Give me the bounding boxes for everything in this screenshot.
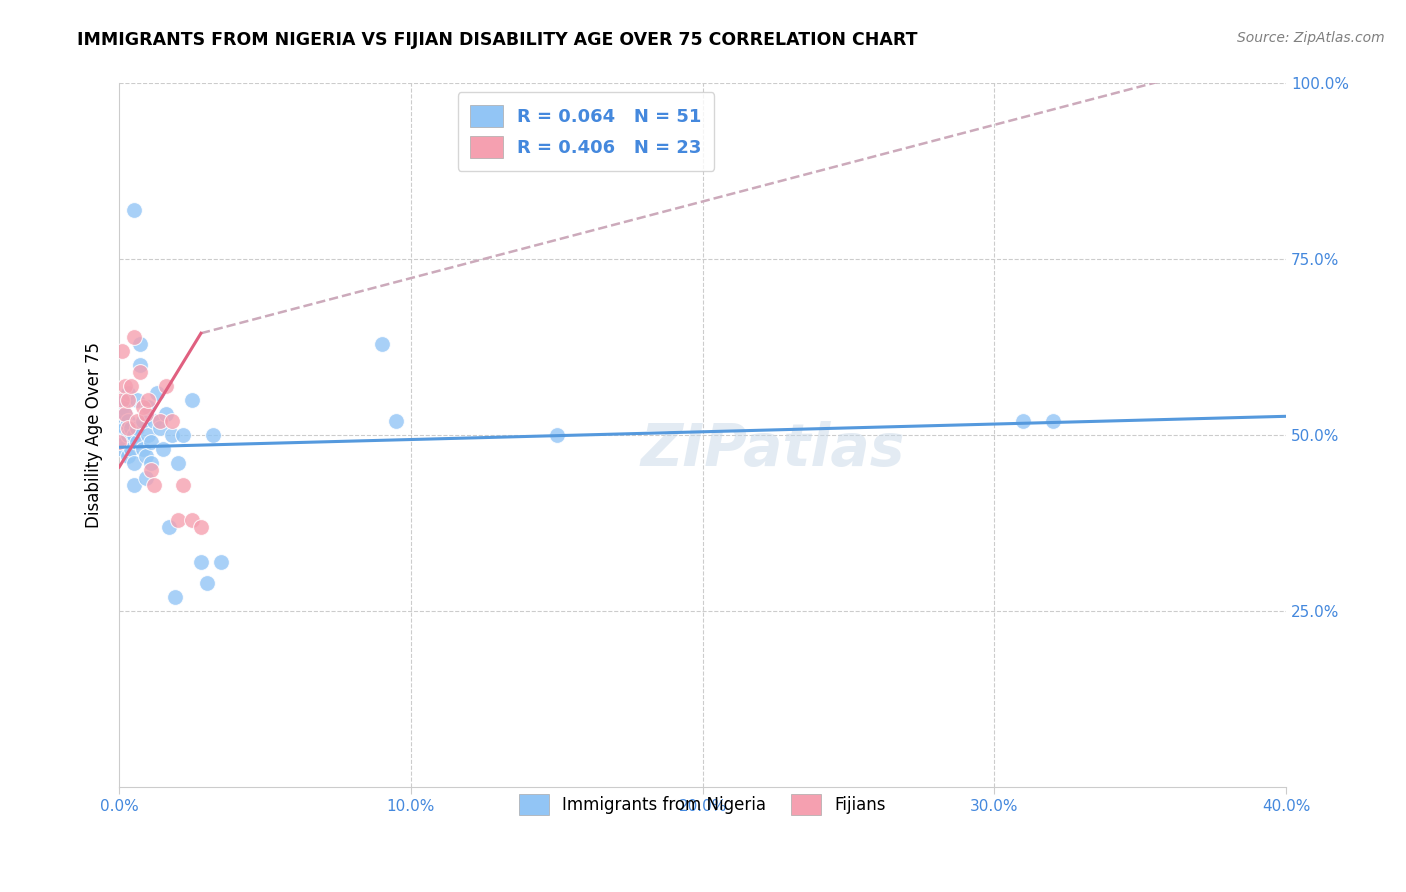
Point (111, 414, 134, 428)
Point (117, 450, 139, 464)
Point (181, 393, 204, 408)
Point (122, 203, 145, 218)
Point (149, 421, 172, 435)
Point (111, 400, 134, 414)
Point (195, 576, 218, 591)
Point (125, 421, 148, 435)
Point (114, 379, 136, 393)
Point (125, 393, 148, 408)
Point (120, 421, 142, 435)
Point (149, 414, 172, 428)
Point (122, 428, 145, 442)
Y-axis label: Disability Age Over 75: Disability Age Over 75 (86, 343, 103, 528)
Point (166, 513, 188, 527)
Point (114, 407, 136, 421)
Point (155, 379, 177, 393)
Point (111, 442, 134, 457)
Point (108, 428, 131, 442)
Point (160, 414, 183, 428)
Point (152, 442, 174, 457)
Point (1042, 414, 1064, 428)
Point (135, 470, 157, 484)
Text: Source: ZipAtlas.com: Source: ZipAtlas.com (1237, 31, 1385, 45)
Point (138, 400, 160, 414)
Legend: Immigrants from Nigeria, Fijians: Immigrants from Nigeria, Fijians (509, 784, 896, 824)
Point (111, 393, 134, 408)
Point (172, 477, 194, 491)
Point (114, 393, 136, 408)
Point (131, 400, 153, 414)
Point (120, 379, 142, 393)
Point (114, 421, 136, 435)
Point (141, 457, 163, 471)
Point (163, 590, 186, 604)
Point (157, 520, 180, 534)
Point (190, 520, 212, 534)
Point (209, 555, 232, 569)
Point (111, 343, 134, 358)
Point (190, 555, 212, 569)
Point (141, 435, 163, 450)
Point (160, 428, 183, 442)
Point (1012, 414, 1035, 428)
Point (120, 442, 142, 457)
Point (108, 435, 131, 450)
Point (141, 463, 163, 477)
Point (125, 414, 148, 428)
Point (117, 421, 139, 435)
Point (135, 407, 157, 421)
Point (138, 393, 160, 408)
Point (385, 414, 408, 428)
Point (117, 414, 139, 428)
Point (166, 457, 188, 471)
Point (128, 365, 150, 379)
Point (114, 407, 136, 421)
Point (114, 435, 136, 450)
Point (117, 393, 139, 408)
Point (131, 442, 153, 457)
Point (143, 414, 166, 428)
Point (201, 428, 224, 442)
Point (371, 336, 394, 351)
Point (122, 477, 145, 491)
Point (146, 386, 169, 401)
Point (117, 428, 139, 442)
Point (181, 513, 204, 527)
Point (117, 386, 139, 401)
Point (122, 457, 145, 471)
Point (143, 477, 166, 491)
Point (546, 428, 568, 442)
Point (125, 435, 148, 450)
Point (172, 428, 194, 442)
Point (131, 414, 153, 428)
Point (122, 330, 145, 344)
Text: ZIPatlas: ZIPatlas (640, 421, 905, 478)
Point (138, 428, 160, 442)
Point (128, 358, 150, 372)
Text: IMMIGRANTS FROM NIGERIA VS FIJIAN DISABILITY AGE OVER 75 CORRELATION CHART: IMMIGRANTS FROM NIGERIA VS FIJIAN DISABI… (77, 31, 918, 49)
Point (155, 407, 177, 421)
Point (135, 450, 157, 464)
Point (128, 336, 150, 351)
